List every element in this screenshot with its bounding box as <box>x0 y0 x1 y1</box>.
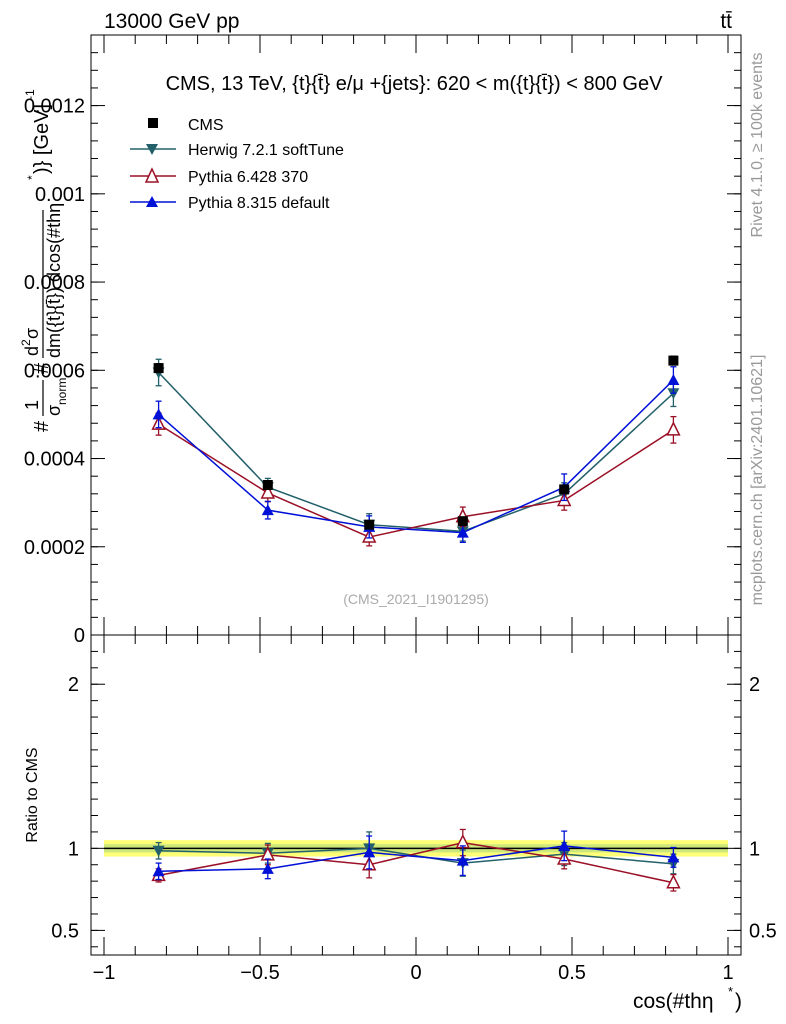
energy-label: 13000 GeV pp <box>104 10 239 33</box>
legend-herwig-marker <box>146 144 158 155</box>
ratio-ytick-label-left: 0.5 <box>51 920 79 942</box>
main-ytick-label: 0.0002 <box>24 537 85 559</box>
ratio-point-pythia8 <box>152 865 165 877</box>
ratio-point-pythia8 <box>558 839 571 851</box>
ratio-point-pythia8 <box>456 854 469 866</box>
ratio-point-pythia6 <box>666 874 681 889</box>
ylabel-frac-den: σ <box>44 405 64 416</box>
ylabel-frac-num: 1 <box>22 400 42 410</box>
ylabel-hash-2: # <box>31 362 53 374</box>
ratio-x-axis: −1 −0.5 0 0.5 1 <box>93 635 734 984</box>
xlabel-main: cos(#thη <box>633 990 714 1013</box>
process-label: tt̄ <box>720 10 732 33</box>
ratio-ytick-label-right: 2 <box>749 674 760 696</box>
ratio-ytick-label-left: 1 <box>68 838 79 860</box>
ratio-point-pythia8 <box>363 846 376 858</box>
ratio-ytick-label-right: 1 <box>749 838 760 860</box>
main-ytick-label: 0.0006 <box>24 360 85 382</box>
rivet-version-label: Rivet 4.1.0, ≥ 100k events <box>749 53 766 238</box>
ratio-point-herwig <box>152 845 165 857</box>
main-y-axis: 0 0.0002 0.0004 0.0006 0.0008 0.001 0.0012 <box>24 52 741 647</box>
ylabel-d2-sup: 2 <box>19 339 33 346</box>
main-point-cms <box>262 480 273 490</box>
main-point-pythia8 <box>456 526 469 538</box>
ratio-ytick-label-left: 2 <box>68 674 79 696</box>
main-line-herwig <box>158 371 674 533</box>
ylabel-d2-sigma: σ <box>22 328 42 339</box>
ratio-y-axis-title: Ratio to CMS <box>24 747 41 842</box>
main-series-cms <box>153 355 679 530</box>
main-y-axis-title: # 1 σ norm # d 2 σ dm({t}{t̄}) dcos(#thη… <box>19 89 69 432</box>
ylabel-d2-d: d <box>22 346 42 356</box>
ratio-series-pythia8 <box>152 830 680 881</box>
ylabel-unit: )} [GeV] <box>31 104 53 174</box>
legend-herwig-label: Herwig 7.2.1 softTune <box>188 142 344 159</box>
ratio-ytick-label-right: 0.5 <box>749 920 777 942</box>
legend: CMS Herwig 7.2.1 softTune Pythia 6.428 3… <box>130 117 344 212</box>
ylabel-unit-sup: -1 <box>23 89 37 100</box>
legend-pythia6-label: Pythia 6.428 370 <box>188 169 308 186</box>
ratio-point-pythia8 <box>261 862 274 874</box>
xlabel-star: * <box>728 984 733 999</box>
main-line-pythia6 <box>158 423 674 538</box>
ratio-series-layer <box>151 828 681 892</box>
main-point-cms <box>559 484 570 495</box>
legend-entry-pythia6: Pythia 6.428 370 <box>130 167 308 186</box>
legend-cms-marker <box>148 118 158 128</box>
main-point-cms <box>364 519 375 530</box>
main-point-pythia8 <box>152 408 165 420</box>
main-panel: 0 0.0002 0.0004 0.0006 0.0008 0.001 0.0012 (CM… <box>19 34 742 647</box>
main-x-ticks <box>103 35 729 635</box>
main-point-cms <box>457 516 468 527</box>
main-ytick-label: 0 <box>74 625 85 647</box>
xlabel-tail: ) <box>735 990 742 1013</box>
ratio-y-axis: 0.5 0.5 1 1 2 2 <box>51 650 777 948</box>
main-line-pythia8 <box>158 379 674 534</box>
main-ytick-label: 0.001 <box>35 184 85 206</box>
ratio-xtick-label: 0.5 <box>558 962 586 984</box>
ylabel-hash-1: # <box>31 420 53 432</box>
ratio-xtick-label: −1 <box>93 962 116 984</box>
ratio-panel: 0.5 0.5 1 1 2 2 −1 −0.5 0 0.5 1 Ratio to CMS cos(… <box>24 634 777 1013</box>
ratio-point-pythia8 <box>667 851 680 863</box>
main-series-layer <box>151 355 681 547</box>
ratio-line-herwig <box>158 847 674 865</box>
ratio-x-axis-title: cos(#thη * ) <box>633 984 742 1013</box>
ratio-line-pythia6 <box>158 841 674 884</box>
legend-pythia6-marker <box>144 167 160 183</box>
legend-entry-herwig: Herwig 7.2.1 softTune <box>130 142 344 159</box>
main-point-pythia8 <box>667 374 680 385</box>
main-point-pythia6 <box>260 484 276 499</box>
main-ytick-label: 0.0004 <box>24 449 85 471</box>
main-point-pythia8 <box>261 504 274 516</box>
legend-pythia8-marker <box>146 196 158 207</box>
main-ytick-label: 0.0008 <box>24 272 85 294</box>
ratio-xtick-label: −0.5 <box>240 962 279 984</box>
source-label: mcplots.cern.ch [arXiv:2401.10621] <box>749 355 766 606</box>
legend-cms-label: CMS <box>188 117 224 134</box>
ylabel-denominator: dm({t}{t̄}) dcos(#thη <box>44 203 64 358</box>
legend-entry-pythia8: Pythia 8.315 default <box>130 195 330 212</box>
ylabel-star: * <box>25 175 39 180</box>
legend-pythia8-label: Pythia 8.315 default <box>188 195 330 212</box>
ratio-line-pythia8 <box>158 845 674 873</box>
main-plot-title: CMS, 13 TeV, {t}{t̄} e/μ +{jets}: 620 < … <box>166 73 664 95</box>
watermark-label: (CMS_2021_I1901295) <box>343 591 489 607</box>
main-ytick-label: 0.0012 <box>24 96 85 118</box>
legend-entry-cms: CMS <box>148 117 224 134</box>
ratio-xtick-label: 1 <box>722 962 733 984</box>
ylabel-frac-den-sub: norm <box>55 378 69 405</box>
ratio-xtick-label: 0 <box>410 962 421 984</box>
main-point-cms <box>153 363 164 374</box>
main-point-cms <box>668 355 679 366</box>
main-point-pythia6 <box>666 421 681 436</box>
